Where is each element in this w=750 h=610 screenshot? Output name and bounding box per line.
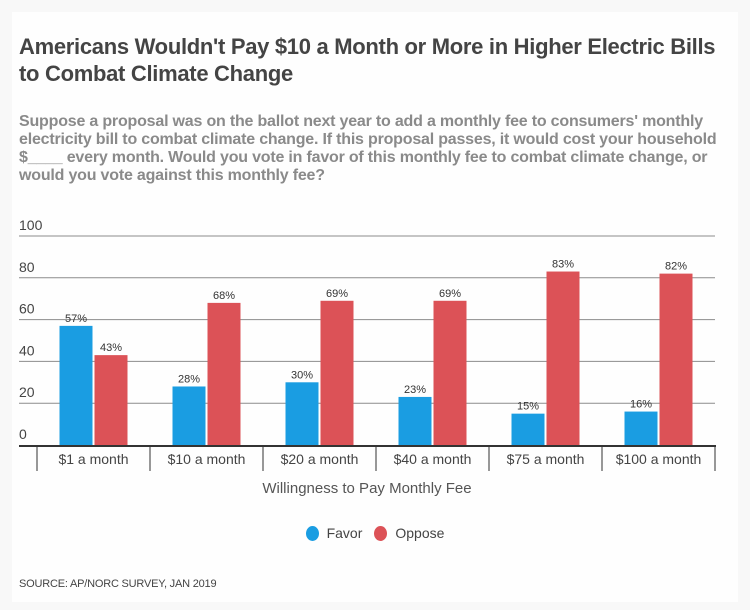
- bar-favor[interactable]: [59, 325, 93, 445]
- data-label: 28%: [178, 373, 200, 385]
- chart-title: Americans Wouldn't Pay $10 a Month or Mo…: [19, 34, 716, 86]
- x-tick-label: $10 a month: [168, 451, 246, 467]
- chart-subtitle: Suppose a proposal was on the ballot nex…: [19, 113, 717, 184]
- legend-item-favor[interactable]: Favor: [305, 525, 363, 541]
- bar-favor[interactable]: [511, 413, 545, 445]
- legend-item-oppose[interactable]: Oppose: [374, 525, 444, 541]
- y-tick-label: 60: [19, 301, 35, 317]
- data-label: 23%: [404, 384, 426, 396]
- x-tick-label: $20 a month: [281, 451, 359, 467]
- bar-oppose[interactable]: [433, 300, 467, 445]
- legend: Favor Oppose: [0, 525, 750, 541]
- data-label: 69%: [439, 288, 461, 300]
- x-axis: $1 a month $10 a month $20 a month $40 a mo…: [19, 445, 716, 471]
- source-note: SOURCE: AP/NORC SURVEY, JAN 2019: [19, 578, 217, 590]
- data-labels: 57% 43% 28% 68% 30% 69% 23% 69% 15% 83% 16% 82%: [65, 259, 687, 413]
- x-tick-label: $1 a month: [58, 451, 128, 467]
- bar-favor[interactable]: [398, 396, 432, 445]
- y-tick-label: 0: [19, 426, 27, 442]
- data-label: 30%: [291, 369, 313, 381]
- bar-oppose[interactable]: [94, 355, 128, 445]
- y-tick-label: 20: [19, 384, 35, 400]
- data-label: 15%: [517, 401, 539, 413]
- data-label: 43%: [100, 342, 122, 354]
- bar-favor[interactable]: [172, 386, 206, 445]
- data-label: 16%: [630, 399, 652, 411]
- data-label: 83%: [552, 259, 574, 271]
- bar-oppose[interactable]: [659, 273, 693, 445]
- bar-oppose[interactable]: [546, 271, 580, 445]
- x-tick-label: $100 a month: [616, 451, 702, 467]
- y-tick-label: 40: [19, 342, 35, 358]
- data-label: 69%: [326, 288, 348, 300]
- bar-oppose[interactable]: [207, 302, 241, 445]
- legend-dot-favor-icon: [305, 525, 319, 541]
- legend-dot-oppose-icon: [374, 525, 388, 541]
- x-tick-label: $40 a month: [394, 451, 472, 467]
- bar-oppose[interactable]: [320, 300, 354, 445]
- bar-favor[interactable]: [285, 382, 319, 445]
- y-tick-label: 80: [19, 259, 35, 275]
- legend-label-oppose: Oppose: [395, 525, 445, 541]
- bar-favor[interactable]: [624, 411, 658, 445]
- legend-label-favor: Favor: [326, 525, 363, 541]
- bars: [59, 271, 693, 445]
- chart-card: [12, 12, 738, 602]
- y-axis-ticks: 0 20 40 60 80 100: [19, 217, 43, 442]
- x-tick-label: $75 a month: [507, 451, 585, 467]
- x-axis-label: Willingness to Pay Monthly Fee: [262, 480, 471, 497]
- bar-chart: 0 20 40 60 80 100 57% 43% 28% 68% 30% 69% 23% 69% 15%…: [19, 217, 716, 497]
- data-label: 68%: [213, 290, 235, 302]
- data-label: 82%: [665, 261, 687, 273]
- y-tick-label: 100: [19, 217, 43, 233]
- data-label: 57%: [65, 313, 87, 325]
- gridlines: [19, 235, 715, 404]
